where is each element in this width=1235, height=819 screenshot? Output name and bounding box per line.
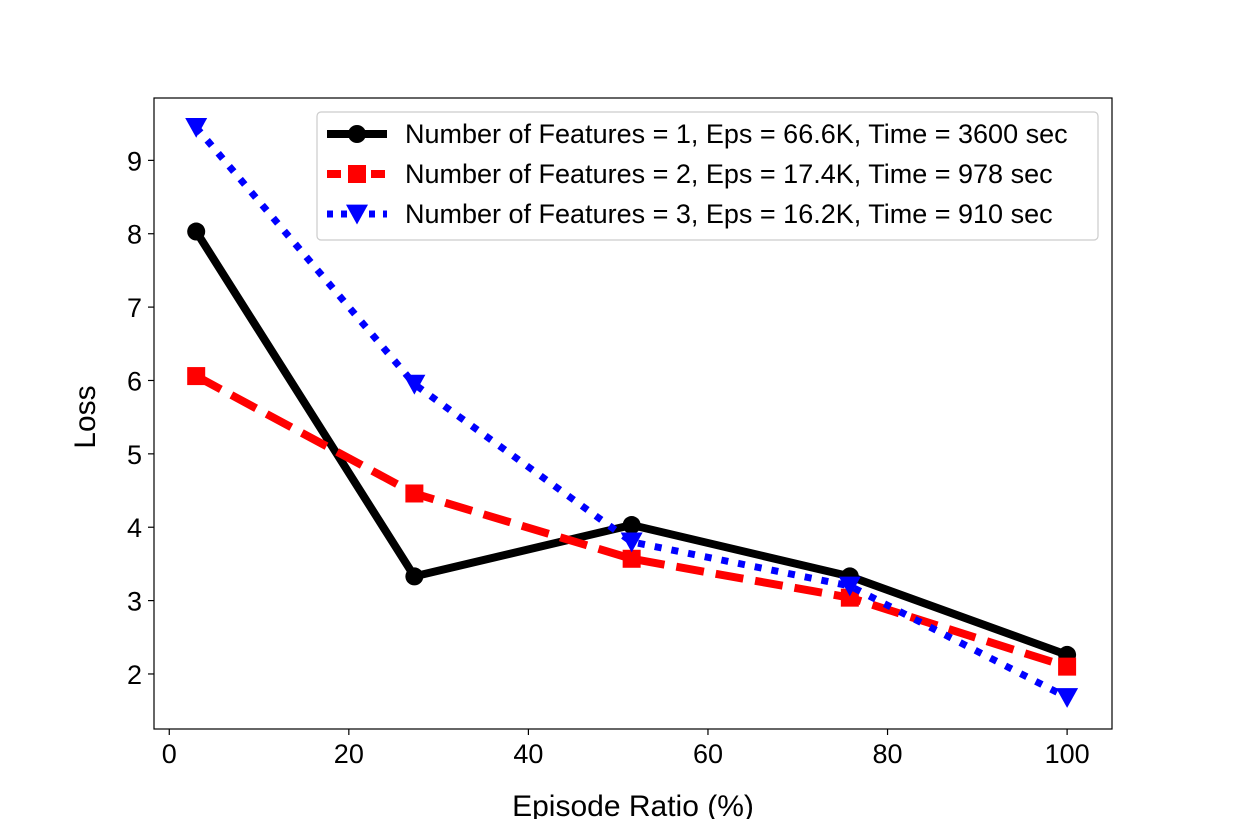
data-point (403, 374, 426, 395)
x-tick-label: 80 (873, 739, 903, 769)
legend-label: Number of Features = 3, Eps = 16.2K, Tim… (405, 199, 1053, 229)
data-point (185, 117, 208, 138)
data-point (1056, 688, 1079, 708)
legend-item-1: Number of Features = 1, Eps = 66.6K, Tim… (327, 119, 1068, 149)
legend-box (316, 111, 1099, 241)
data-point (622, 516, 641, 535)
legend-item-3: Number of Features = 3, Eps = 16.2K, Tim… (327, 199, 1053, 229)
series-line (194, 372, 1069, 671)
data-point (405, 567, 424, 586)
data-point (187, 367, 206, 386)
y-axis-ticks: 2 3 4 5 6 7 8 9 (127, 146, 154, 690)
y-tick-label: 9 (127, 146, 142, 176)
y-tick-label: 7 (127, 293, 142, 323)
data-point (1058, 657, 1077, 676)
x-tick-label: 100 (1045, 739, 1090, 769)
y-tick-label: 2 (127, 660, 142, 690)
series-3 (185, 117, 1079, 708)
y-tick-label: 3 (127, 587, 142, 617)
series-line (193, 125, 1069, 701)
x-axis-ticks: 0 20 40 60 80 100 (162, 729, 1090, 769)
data-point (840, 588, 859, 607)
legend: Number of Features = 1, Eps = 66.6K, Tim… (316, 111, 1099, 241)
series-layer (185, 117, 1079, 708)
x-tick-label: 0 (162, 739, 177, 769)
x-tick-label: 20 (334, 739, 364, 769)
legend-marker (348, 125, 366, 143)
legend-marker (346, 204, 368, 225)
data-point (187, 222, 206, 241)
y-tick-label: 5 (127, 440, 142, 470)
x-axis-label: Episode Ratio (%) (512, 790, 754, 819)
y-tick-label: 6 (127, 366, 142, 396)
series-2 (187, 367, 1077, 676)
x-tick-label: 60 (693, 739, 723, 769)
data-point (622, 549, 641, 568)
legend-label: Number of Features = 1, Eps = 66.6K, Tim… (405, 119, 1068, 149)
y-tick-label: 8 (127, 220, 142, 250)
data-point (620, 532, 643, 553)
legend-marker (348, 165, 366, 183)
x-tick-label: 40 (513, 739, 543, 769)
data-point (405, 484, 424, 503)
plot-area-frame (153, 97, 1113, 730)
y-tick-label: 4 (127, 513, 142, 543)
legend-label: Number of Features = 2, Eps = 17.4K, Tim… (405, 159, 1053, 189)
legend-item-2: Number of Features = 2, Eps = 17.4K, Tim… (327, 159, 1053, 189)
y-axis-label: Loss (69, 385, 102, 448)
data-point (838, 576, 861, 597)
